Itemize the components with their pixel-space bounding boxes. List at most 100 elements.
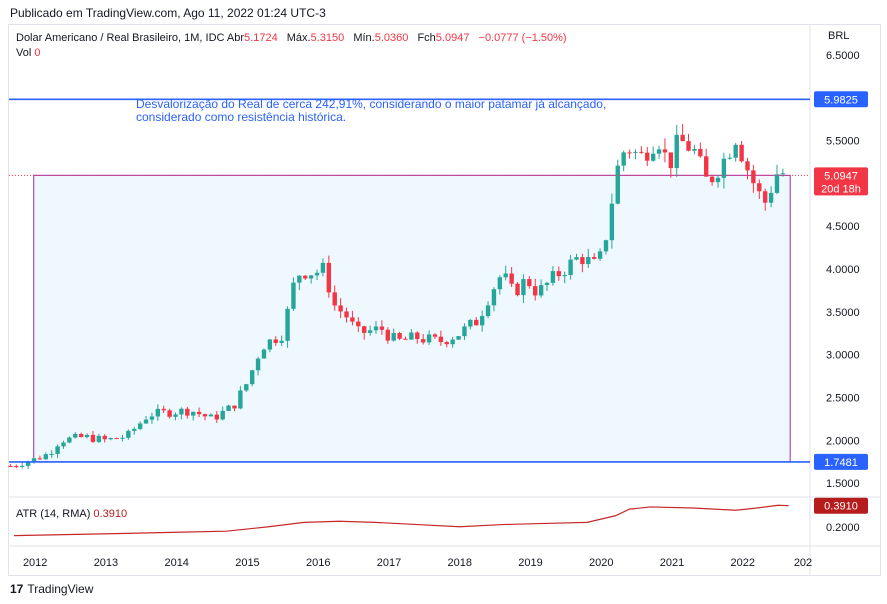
candle-body [698, 149, 703, 157]
candle-body [285, 308, 290, 341]
candle-body [686, 141, 691, 151]
candle-body [503, 273, 508, 278]
candle-body [385, 329, 391, 341]
candle-body [226, 405, 231, 411]
atr-pane: 0.2000 0.3910 [13, 497, 868, 537]
candle-body [656, 149, 662, 154]
candle-body [261, 349, 267, 359]
candle-body [161, 408, 166, 411]
candle-body [403, 338, 408, 340]
published-info: Publicado em TradingView.com, Ago 11, 20… [10, 6, 326, 20]
candle-body [397, 333, 402, 339]
candle-body [196, 411, 202, 415]
volume-label: Vol [16, 47, 32, 59]
candle-body [538, 285, 544, 296]
candle-body [344, 311, 349, 318]
candle-body [544, 282, 550, 286]
symbol-legend: Dolar Americano / Real Brasileiro, 1M, I… [16, 32, 573, 44]
candle-body [8, 466, 13, 468]
candle-body [680, 134, 685, 142]
candle-body [727, 157, 733, 159]
tradingview-logo[interactable]: 17 TradingView [10, 582, 93, 596]
last-price-label: 5.0947 [824, 170, 858, 182]
candle-body [143, 419, 149, 424]
candle-body [462, 326, 467, 337]
candle-body [155, 408, 161, 417]
candle-body [603, 240, 609, 252]
candle-body [485, 305, 491, 317]
price-tick-label: 2.0000 [826, 435, 860, 447]
candle-body [326, 262, 332, 293]
candle-body [320, 262, 326, 273]
candle-body [562, 275, 567, 277]
time-tick-label: 2017 [377, 557, 401, 569]
candle-body [621, 152, 626, 166]
candle-body [415, 332, 420, 340]
candle-body [14, 466, 19, 468]
candle-body [350, 317, 355, 322]
candle-body [745, 161, 750, 171]
candle-body [591, 256, 597, 259]
candle-body [232, 405, 237, 409]
candle-body [49, 453, 54, 455]
candle-body [438, 336, 444, 343]
candle-body [521, 279, 526, 296]
candle-body [751, 170, 756, 184]
price-tick-label: 3.0000 [826, 350, 860, 362]
time-tick-label: 2022 [731, 557, 755, 569]
candle-body [303, 275, 308, 279]
candle-body [173, 414, 178, 417]
candle-body [255, 358, 261, 371]
atr-badge-label: 0.3910 [824, 501, 858, 513]
price-tick-label: 4.5000 [826, 221, 860, 233]
time-tick-label: 2015 [235, 557, 259, 569]
candle-body [20, 465, 25, 467]
candle-body [167, 410, 172, 417]
candle-body [721, 158, 727, 178]
time-tick-label: 2018 [447, 557, 471, 569]
candle-body [220, 410, 225, 420]
candle-body [639, 151, 644, 153]
time-tick-label: 2020 [589, 557, 613, 569]
candle-body [450, 339, 455, 345]
candle-body [244, 384, 249, 391]
chart-annotation[interactable]: Desvalorização do Real de cerca 242,91%,… [136, 97, 607, 124]
volume-value: 0 [34, 47, 41, 59]
candle-body [468, 319, 473, 327]
candle-body [550, 271, 556, 283]
candle-body [279, 340, 284, 343]
candle-body [527, 279, 532, 287]
candle-body [31, 458, 37, 462]
candle-body [739, 144, 744, 162]
candle-body [108, 438, 113, 440]
candle-body [238, 390, 243, 409]
candle-body [420, 339, 426, 343]
candle-body [55, 446, 60, 454]
candle-body [757, 183, 762, 192]
candle-body [297, 275, 302, 283]
level-badge [814, 453, 868, 470]
countdown-label: 20d 18h [821, 183, 861, 195]
volume-legend: Vol 0 [16, 47, 40, 59]
close-label: Fch [417, 32, 436, 44]
candle-body [497, 277, 503, 290]
price-tick-label: 6.5000 [826, 50, 860, 62]
open-label: Abr [226, 32, 245, 44]
candle-body [114, 438, 119, 440]
candle-body [132, 428, 137, 431]
candle-body [768, 192, 774, 203]
time-tick-label: 2014 [164, 557, 188, 569]
candle-body [645, 152, 650, 161]
candle-body [373, 326, 379, 331]
candle-body [615, 165, 620, 204]
candle-body [367, 330, 373, 333]
price-tick-label: 1.5000 [826, 478, 860, 490]
candle-body [456, 336, 461, 340]
candle-body [202, 414, 208, 417]
candle-body [67, 437, 72, 443]
change-value: −0.0777 (−1.50%) [478, 32, 567, 44]
low-label: Mín. [353, 32, 375, 44]
candle-body [314, 272, 320, 276]
